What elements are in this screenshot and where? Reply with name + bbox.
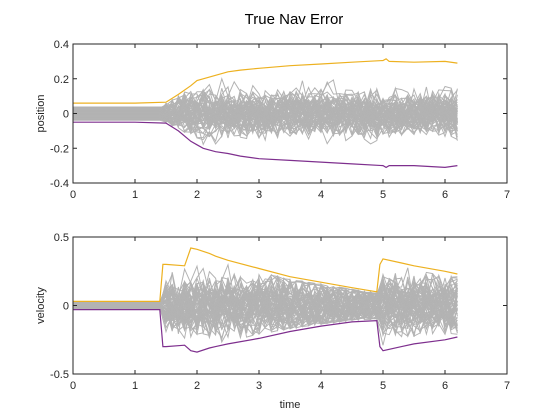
- run-line: [73, 277, 458, 332]
- run-line: [73, 89, 458, 130]
- y-tick-label: 0.5: [54, 232, 69, 244]
- y-tick-label: -0.2: [50, 143, 69, 155]
- run-line: [73, 87, 458, 134]
- upper-bound-line: [73, 58, 458, 104]
- y-tick-label: -0.4: [50, 178, 69, 190]
- x-tick-label: 2: [194, 380, 200, 392]
- run-line: [73, 273, 458, 331]
- series-group: [73, 58, 458, 169]
- run-line: [73, 279, 458, 338]
- y-tick-label: 0.4: [54, 39, 69, 51]
- x-tick-label: 5: [380, 189, 386, 201]
- y-axis-label: position: [35, 95, 47, 133]
- position-axes: 0 1 2 3 4 5 6 7 -0.4 -0.2 0 0.2 0.4 position: [35, 39, 510, 201]
- x-axis-label: time: [280, 399, 301, 411]
- series-group: [73, 247, 458, 353]
- x-tick-label: 5: [380, 380, 386, 392]
- x-tick-label: 2: [194, 189, 200, 201]
- x-tick-label: 6: [442, 189, 448, 201]
- x-tick-label: 3: [256, 380, 262, 392]
- x-tick-label: 1: [132, 380, 138, 392]
- y-axis-label: velocity: [35, 287, 47, 324]
- run-line: [73, 93, 458, 134]
- run-line: [73, 93, 458, 135]
- y-tick-label: -0.5: [50, 369, 69, 381]
- run-line: [73, 274, 458, 326]
- x-tick-label: 0: [70, 380, 76, 392]
- y-tick-label: 0: [63, 301, 69, 313]
- figure-title: True Nav Error: [245, 11, 344, 28]
- upper-bound-line: [73, 247, 458, 302]
- x-tick-label: 4: [318, 380, 324, 392]
- x-tick-label: 4: [318, 189, 324, 201]
- x-tick-label: 6: [442, 380, 448, 392]
- x-tick-label: 1: [132, 189, 138, 201]
- y-tick-label: 0.2: [54, 74, 69, 86]
- x-tick-label: 0: [70, 189, 76, 201]
- x-tick-label: 7: [504, 380, 510, 392]
- y-tick-label: 0: [63, 109, 69, 121]
- lower-bound-line: [73, 121, 458, 169]
- lower-bound-line: [73, 309, 458, 353]
- run-line: [73, 97, 458, 140]
- x-tick-label: 7: [504, 189, 510, 201]
- x-tick-label: 3: [256, 189, 262, 201]
